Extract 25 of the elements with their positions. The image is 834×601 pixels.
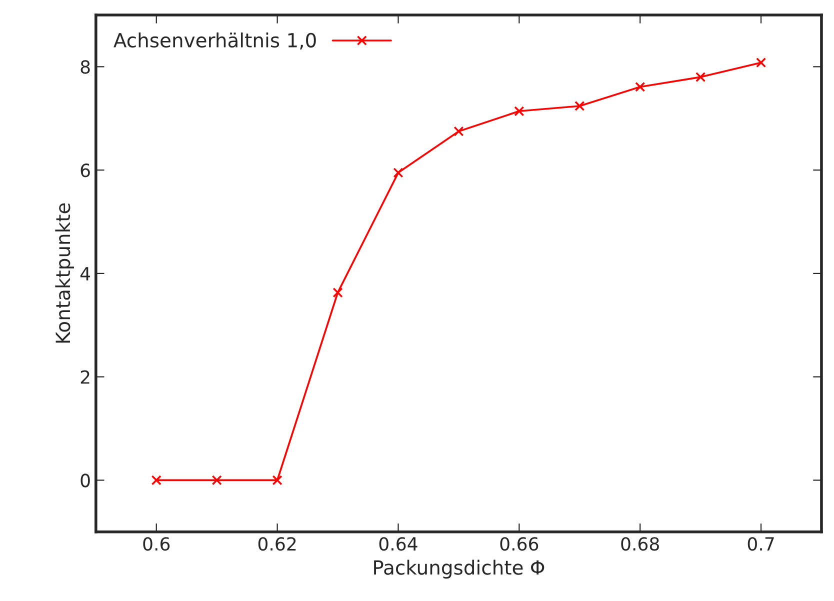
x-tick-label: 0.66 (500, 537, 538, 551)
point (635, 82, 646, 92)
y-tick-label: 2 (80, 370, 90, 384)
y-tick-label: 0 (80, 474, 90, 488)
legend-label: Achsenverhältnis 1,0 (114, 32, 316, 50)
x-tick-label: 0.6 (143, 537, 170, 551)
y-tick-label: 8 (80, 60, 90, 74)
x-tick-label: 0.62 (258, 537, 296, 551)
x-tick-label: 0.64 (379, 537, 418, 551)
point (212, 475, 222, 486)
x-axis-title: Packungsdichte Φ (374, 560, 544, 579)
point (332, 288, 343, 298)
point (454, 126, 464, 136)
point (574, 100, 585, 112)
y-tick-label: 6 (80, 164, 90, 178)
point (272, 475, 282, 486)
y-axis-title: Kontaktpunkte (55, 203, 74, 343)
point (393, 168, 404, 178)
point (151, 475, 162, 486)
x-tick-label: 0.7 (748, 537, 774, 551)
point (695, 72, 706, 82)
point (756, 58, 766, 68)
x-tick-label: 0.68 (621, 537, 659, 551)
point (514, 106, 524, 116)
y-tick-label: 4 (80, 267, 90, 280)
